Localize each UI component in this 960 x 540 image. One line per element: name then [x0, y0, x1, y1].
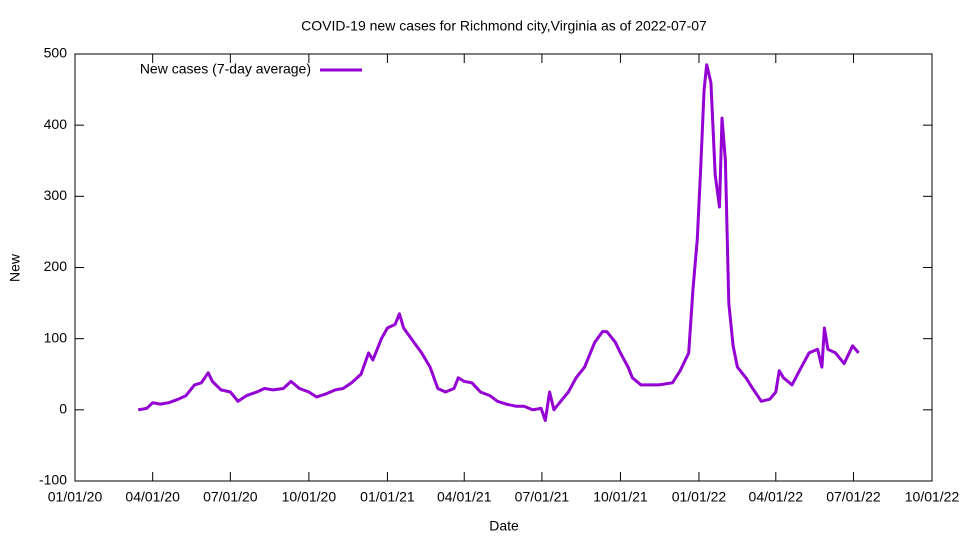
chart-title: COVID-19 new cases for Richmond city,Vir…: [301, 18, 707, 34]
y-tick-label: 100: [44, 329, 68, 345]
legend-label: New cases (7-day average): [140, 61, 311, 77]
y-tick-label: 300: [44, 187, 68, 203]
x-tick-label: 01/01/20: [48, 489, 103, 505]
x-tick-label: 10/01/21: [593, 489, 648, 505]
x-tick-label: 10/01/22: [905, 489, 960, 505]
x-tick-label: 01/01/21: [360, 489, 415, 505]
x-tick-label: 07/01/21: [515, 489, 570, 505]
plot-border: [74, 53, 933, 482]
y-axis-label: New: [7, 253, 23, 282]
y-tick-label: 400: [44, 116, 68, 132]
y-tick-label: 0: [59, 401, 67, 417]
x-tick-label: 04/01/22: [749, 489, 804, 505]
x-tick-label: 07/01/22: [826, 489, 881, 505]
x-tick-label: 01/01/22: [672, 489, 727, 505]
y-tick-label: -100: [39, 472, 67, 488]
x-tick-label: 04/01/20: [125, 489, 180, 505]
x-axis-label: Date: [489, 518, 519, 534]
x-tick-label: 07/01/20: [203, 489, 258, 505]
x-tick-label: 04/01/21: [437, 489, 492, 505]
y-tick-label: 500: [44, 45, 68, 61]
data-line: [137, 63, 860, 422]
x-tick-label: 10/01/20: [282, 489, 337, 505]
y-tick-label: 200: [44, 258, 68, 274]
